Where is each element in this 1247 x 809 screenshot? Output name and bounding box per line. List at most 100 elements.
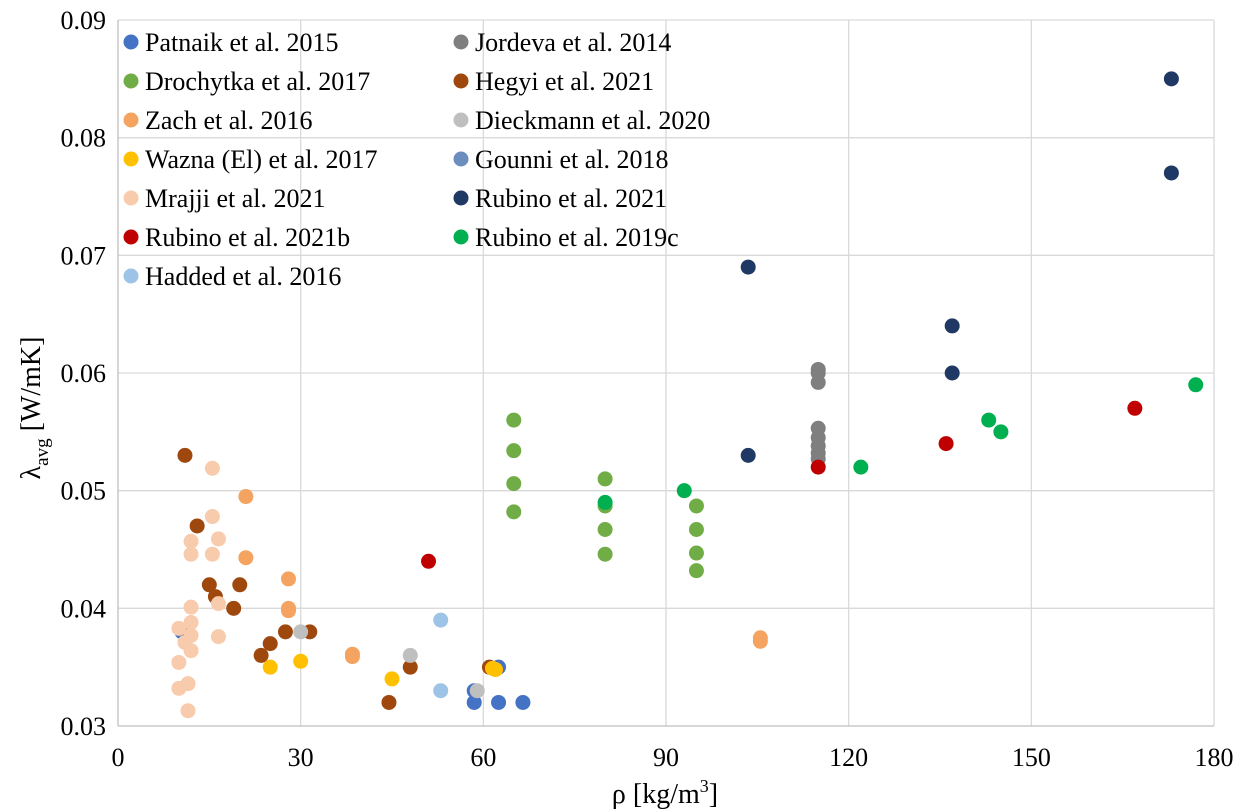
data-point <box>1188 377 1204 393</box>
legend-marker <box>453 151 469 167</box>
data-point <box>597 471 613 487</box>
legend-item-rubino-et-al-2019c: Rubino et al. 2019c <box>453 223 679 252</box>
legend-marker <box>123 229 139 245</box>
legend-item-wazna-el-et-al-2017: Wazna (El) et al. 2017 <box>123 145 378 174</box>
gridlines <box>118 19 1215 726</box>
data-points <box>171 71 1204 719</box>
y-tick-label: 0.07 <box>61 241 107 270</box>
series-mrajji-et-al-2021 <box>171 460 226 719</box>
legend-label: Jordeva et al. 2014 <box>475 28 671 57</box>
series-wazna-el-et-al-2017 <box>262 653 504 687</box>
legend-item-hadded-et-al-2016: Hadded et al. 2016 <box>123 262 341 291</box>
legend: Patnaik et al. 2015 Jordeva et al. 2014 Dr… <box>123 28 710 291</box>
data-point <box>433 683 449 699</box>
series-rubino-et-al-2021 <box>740 71 1179 463</box>
data-point <box>1163 71 1179 87</box>
legend-marker <box>453 190 469 206</box>
legend-label: Rubino et al. 2021b <box>145 223 350 252</box>
data-point <box>506 443 522 459</box>
data-point <box>1127 400 1143 416</box>
data-point <box>201 577 217 593</box>
data-point <box>938 436 954 452</box>
data-point <box>740 259 756 275</box>
series-dieckmann-et-al-2020 <box>293 624 485 699</box>
y-tick-label: 0.05 <box>61 477 107 506</box>
data-point <box>688 521 704 537</box>
legend-marker <box>123 190 139 206</box>
data-point <box>676 483 692 499</box>
legend-label: Rubino et al. 2021 <box>475 184 667 213</box>
y-tick-label: 0.03 <box>61 712 107 741</box>
legend-marker <box>123 151 139 167</box>
data-point <box>402 659 418 675</box>
legend-marker <box>123 34 139 50</box>
data-point <box>210 531 226 547</box>
data-point <box>597 521 613 537</box>
x-tick-label: 180 <box>1195 743 1234 772</box>
data-point <box>993 424 1009 440</box>
data-point <box>183 533 199 549</box>
x-tick-label: 120 <box>829 743 868 772</box>
data-point <box>171 654 187 670</box>
data-point <box>232 577 248 593</box>
data-point <box>210 629 226 645</box>
legend-label: Wazna (El) et al. 2017 <box>145 145 378 174</box>
data-point <box>183 627 199 643</box>
data-point <box>238 550 254 566</box>
legend-label: Dieckmann et al. 2020 <box>475 106 710 135</box>
legend-item-gounni-et-al-2018: Gounni et al. 2018 <box>453 145 669 174</box>
data-point <box>226 600 242 616</box>
data-point <box>740 447 756 463</box>
data-point <box>189 518 205 534</box>
legend-item-mrajji-et-al-2021: Mrajji et al. 2021 <box>123 184 326 213</box>
data-point <box>506 476 522 492</box>
data-point <box>688 498 704 514</box>
legend-marker <box>453 73 469 89</box>
data-point <box>810 374 826 390</box>
data-point <box>204 546 220 562</box>
legend-label: Gounni et al. 2018 <box>475 145 669 174</box>
legend-item-jordeva-et-al-2014: Jordeva et al. 2014 <box>453 28 671 57</box>
data-point <box>277 624 293 640</box>
legend-marker <box>453 229 469 245</box>
legend-marker <box>123 112 139 128</box>
legend-label: Zach et al. 2016 <box>145 106 313 135</box>
data-point <box>204 509 220 525</box>
legend-label: Rubino et al. 2019c <box>475 223 679 252</box>
data-point <box>210 596 226 612</box>
data-point <box>180 703 196 719</box>
legend-item-zach-et-al-2016: Zach et al. 2016 <box>123 106 313 135</box>
y-tick-label: 0.09 <box>61 6 107 35</box>
data-point <box>238 489 254 505</box>
series-rubino-et-al-2021b <box>421 400 1143 569</box>
legend-item-hegyi-et-al-2021: Hegyi et al. 2021 <box>453 67 654 96</box>
data-point <box>171 620 187 636</box>
data-point <box>293 624 309 640</box>
data-point <box>177 447 193 463</box>
series-drochytka-et-al-2017 <box>506 412 704 579</box>
series-hadded-et-al-2016 <box>433 612 449 699</box>
y-tick-label: 0.04 <box>61 594 107 623</box>
data-point <box>204 460 220 476</box>
data-point <box>280 603 296 619</box>
data-point <box>688 563 704 579</box>
data-point <box>944 318 960 334</box>
legend-item-drochytka-et-al-2017: Drochytka et al. 2017 <box>123 67 370 96</box>
data-point <box>293 653 309 669</box>
tick-labels: 0.03 0.04 0.05 0.06 0.07 0.08 0.09 0 30 60 90 120 15… <box>61 6 1234 772</box>
data-point <box>597 494 613 510</box>
legend-item-rubino-et-al-2021b: Rubino et al. 2021b <box>123 223 350 252</box>
x-tick-label: 60 <box>470 743 496 772</box>
data-point <box>688 545 704 561</box>
data-point <box>344 649 360 665</box>
x-axis-title: ρ [kg/m3] <box>612 776 718 809</box>
legend-marker <box>453 112 469 128</box>
legend-label: Mrajji et al. 2021 <box>145 184 326 213</box>
legend-item-patnaik-et-al-2015: Patnaik et al. 2015 <box>123 28 339 57</box>
x-tick-label: 30 <box>288 743 314 772</box>
data-point <box>466 694 482 710</box>
axis-titles: ρ [kg/m3] λavg [W/mK] <box>16 337 718 809</box>
data-point <box>752 633 768 649</box>
legend-item-rubino-et-al-2021: Rubino et al. 2021 <box>453 184 667 213</box>
